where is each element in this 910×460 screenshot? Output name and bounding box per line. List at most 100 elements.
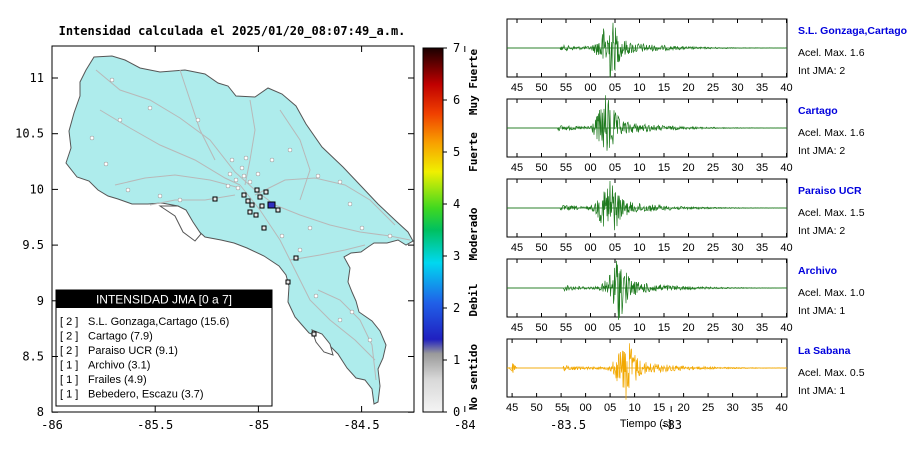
map-x-tick-label: -84 — [454, 418, 476, 432]
seismogram-time-tick: 20 — [682, 82, 694, 94]
map-y-tick-label: 11 — [30, 71, 44, 85]
legend-row-station: Frailes (4.9) — [88, 374, 147, 386]
map-y-tick-label: 10.5 — [15, 127, 44, 141]
colorbar-category-label: No sentido — [467, 344, 480, 411]
intensity-stations — [212, 187, 317, 337]
legend-title: INTENSIDAD JMA [0 a 7] — [96, 293, 232, 307]
seismogram-time-tick: 50 — [530, 402, 542, 414]
seismogram-time-tick: 50 — [535, 162, 547, 174]
seismogram-time-tick: 40 — [780, 162, 792, 174]
seismogram-time-tick: 30 — [731, 82, 743, 94]
seismogram-trace — [507, 95, 788, 151]
seismogram-time-tick: 15 — [658, 162, 670, 174]
seismogram-time-tick: 20 — [682, 322, 694, 334]
legend-row-station: Archivo (3.1) — [88, 360, 150, 372]
colorbar-category-label: Muy Fuerte — [467, 49, 480, 116]
seismogram-panel: 45 50 55 00 05 10 15 20 25 30 35 40 La Sabana Acel. M… — [506, 338, 865, 414]
seismogram-panel: 45 50 55 00 05 10 15 20 25 30 35 40 Archivo Acel. Max… — [506, 258, 865, 334]
station-dots — [89, 77, 393, 343]
seismogram-time-tick: 40 — [780, 242, 792, 254]
figure-title: Intensidad calculada el 2025/01/20_08:07… — [59, 24, 406, 39]
station-jma: Int JMA: 1 — [798, 305, 845, 317]
seismogram-time-tick: 55 — [560, 162, 572, 174]
legend-row-level: [ 1 ] — [60, 374, 78, 386]
seismogram-time-tick: 45 — [511, 82, 523, 94]
station-name: La Sabana — [798, 345, 851, 357]
seismogram-panel: 45 50 55 00 05 10 15 20 25 30 35 40 Paraiso UCR Acel.… — [506, 178, 865, 254]
seismogram-time-tick: 15 — [653, 402, 665, 414]
colorbar-category-label: Fuerte — [467, 132, 480, 172]
intensity-legend: INTENSIDAD JMA [0 a 7] [ 2 ] S.L. Gonzaga… — [55, 289, 273, 407]
map-x-tick-label: -85.5 — [137, 418, 173, 432]
seismogram-trace — [507, 180, 788, 231]
station-accel: Acel. Max. 0.5 — [798, 367, 865, 379]
road-network — [95, 69, 411, 381]
seismogram-time-tick: 15 — [658, 82, 670, 94]
station-name: S.L. Gonzaga,Cartago — [798, 25, 907, 37]
seismogram-time-tick: 10 — [633, 162, 645, 174]
seismogram-time-tick: 25 — [702, 402, 714, 414]
seismogram-time-tick: 00 — [584, 242, 596, 254]
map-y-tick-label: 9.5 — [22, 238, 44, 252]
seismogram-time-tick: 55 — [555, 402, 567, 414]
colorbar-tick-label: 6 — [453, 93, 460, 107]
seismogram-time-tick: 25 — [707, 242, 719, 254]
seismogram-time-tick: 45 — [511, 162, 523, 174]
seismogram-time-tick: 35 — [751, 402, 763, 414]
seismogram-time-tick: 30 — [726, 402, 738, 414]
colorbar-tick-label: 1 — [453, 353, 460, 367]
seismogram-time-tick: 05 — [609, 242, 621, 254]
colorbar-tick-label: 5 — [453, 145, 460, 159]
legend-row-station: Bebedero, Escazu (3.7) — [88, 389, 204, 401]
seismogram-time-tick: 10 — [628, 402, 640, 414]
seismogram-time-tick: 55 — [560, 242, 572, 254]
station-name: Cartago — [798, 105, 838, 117]
station-accel: Acel. Max. 1.0 — [798, 287, 865, 299]
map-x-tick-label: -84.5 — [344, 418, 380, 432]
map-panel: INTENSIDAD JMA [0 a 7] [ 2 ] S.L. Gonzaga… — [15, 45, 682, 432]
legend-row-level: [ 1 ] — [60, 389, 78, 401]
seismogram-time-tick: 30 — [731, 322, 743, 334]
seismogram-time-tick: 20 — [677, 402, 689, 414]
seismogram-time-tick: 50 — [535, 242, 547, 254]
map-y-tick-label: 8.5 — [22, 350, 44, 364]
seismogram-time-tick: 05 — [604, 402, 616, 414]
seismogram-time-tick: 40 — [780, 322, 792, 334]
seismogram-time-tick: 25 — [707, 162, 719, 174]
station-name: Archivo — [798, 265, 837, 277]
colorbar-gradient — [422, 47, 444, 413]
seismogram-time-tick: 55 — [560, 322, 572, 334]
seismogram-time-tick: 05 — [609, 82, 621, 94]
seismogram-time-tick: 25 — [707, 322, 719, 334]
station-jma: Int JMA: 2 — [798, 145, 845, 157]
map-y-tick-label: 10 — [30, 182, 44, 196]
seismogram-time-tick: 35 — [756, 322, 768, 334]
seismogram-time-tick: 10 — [633, 82, 645, 94]
station-accel: Acel. Max. 1.5 — [798, 207, 865, 219]
colorbar-category-label: Debil — [467, 283, 480, 316]
station-name: Paraiso UCR — [798, 185, 862, 197]
seismogram-trace — [507, 260, 788, 320]
seismogram-time-tick: 45 — [511, 242, 523, 254]
colorbar-category-label: Moderado — [467, 207, 480, 260]
legend-row-level: [ 2 ] — [60, 316, 78, 328]
seismogram-time-tick: 45 — [506, 402, 518, 414]
seismogram-trace — [507, 22, 787, 78]
map-x-tick-label: -83 — [660, 418, 682, 432]
seismogram-time-tick: 35 — [756, 242, 768, 254]
seismogram-time-tick: 40 — [780, 82, 792, 94]
seismogram-time-tick: 40 — [775, 402, 787, 414]
seismogram-xlabel: Tiempo (s) — [620, 418, 672, 430]
seismogram-time-tick: 50 — [535, 82, 547, 94]
costa-rica-land — [65, 55, 414, 405]
colorbar-tick-label: 0 — [453, 405, 460, 419]
epicenter-marker — [267, 201, 276, 209]
seismogram-time-tick: 10 — [633, 322, 645, 334]
legend-row-level: [ 2 ] — [60, 345, 78, 357]
colorbar: 7 6 5 4 3 2 1 0 Muy Fuerte Fuerte Moderado Debil No … — [422, 41, 480, 419]
colorbar-tick-label: 2 — [453, 301, 460, 315]
map-x-tick-label: -85 — [248, 418, 270, 432]
map-x-tick-label: -83.5 — [550, 418, 586, 432]
seismogram-time-tick: 35 — [756, 162, 768, 174]
